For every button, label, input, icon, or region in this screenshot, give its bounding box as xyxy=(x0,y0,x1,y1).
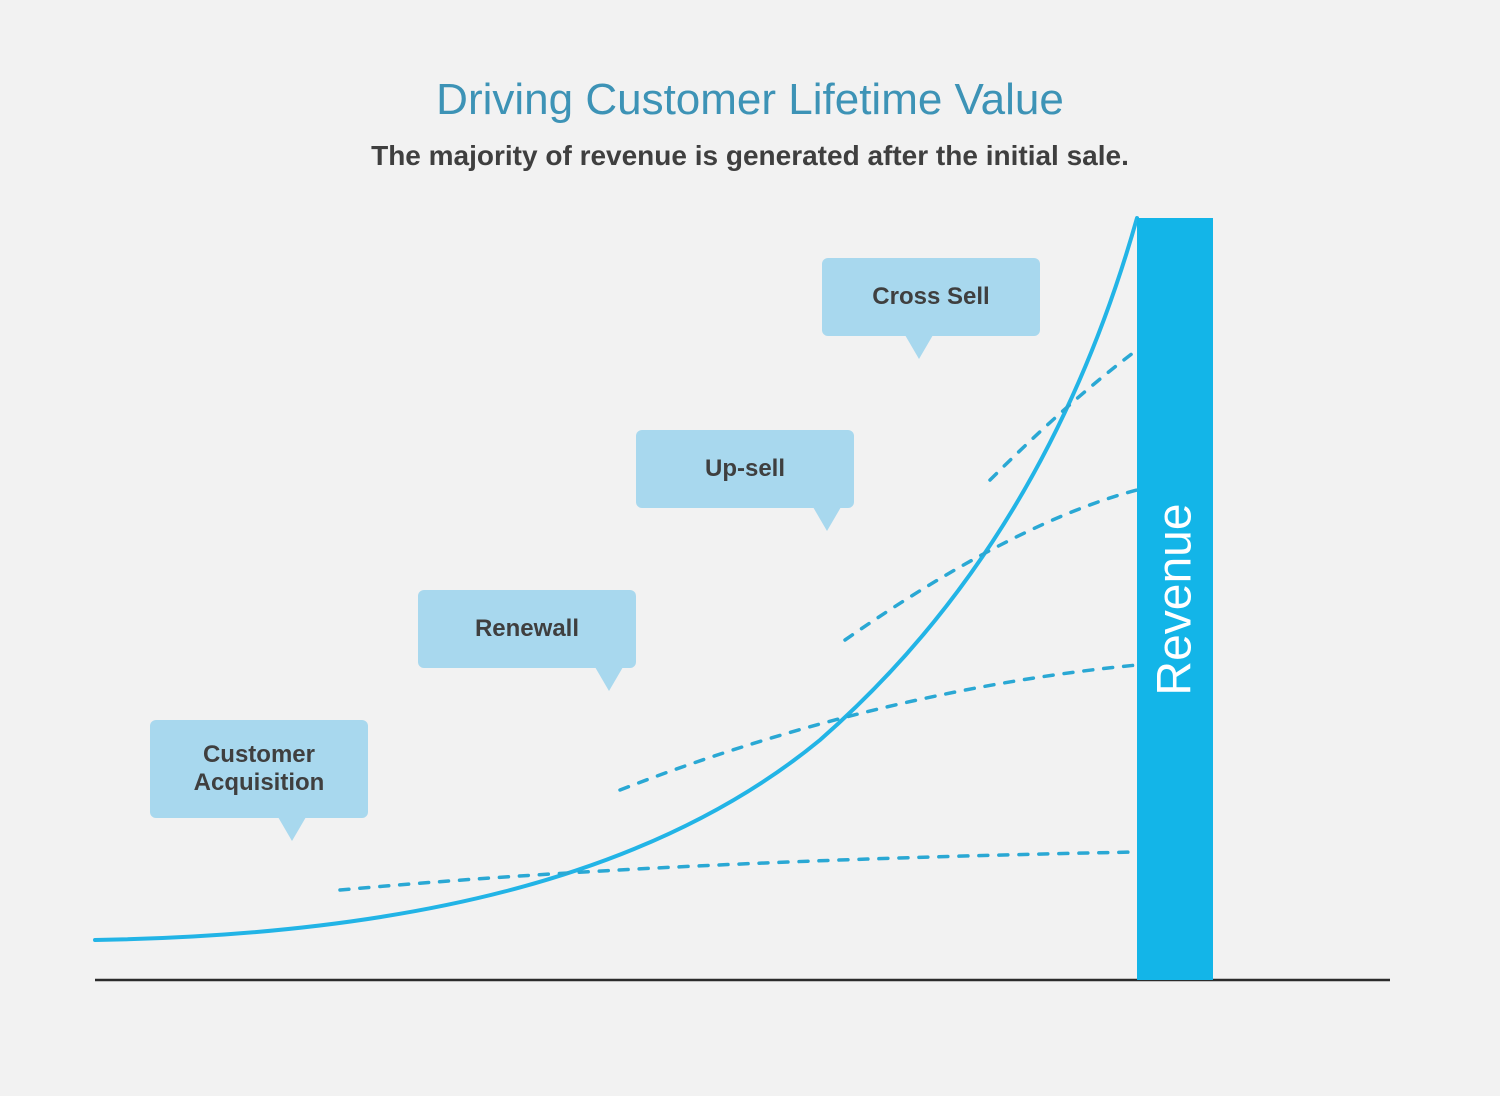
page-root: Driving Customer Lifetime Value The majo… xyxy=(0,0,1500,1096)
callout-customer-acquisition: Customer Acquisition xyxy=(150,720,368,818)
callout-tail-up-sell xyxy=(813,507,841,531)
chart-svg xyxy=(0,0,1500,1096)
dashed-curve-0 xyxy=(340,852,1137,890)
callout-tail-customer-acquisition xyxy=(278,817,306,841)
callout-label: Up-sell xyxy=(705,455,785,483)
revenue-bar-label: Revenue xyxy=(1148,503,1203,695)
callout-tail-cross-sell xyxy=(905,335,933,359)
callout-renewall: Renewall xyxy=(418,590,636,668)
revenue-bar: Revenue xyxy=(1137,218,1213,980)
callout-label: Renewall xyxy=(475,615,579,643)
callout-label: Cross Sell xyxy=(872,283,989,311)
callout-up-sell: Up-sell xyxy=(636,430,854,508)
dashed-curve-2 xyxy=(845,490,1137,640)
callout-label: Customer Acquisition xyxy=(194,741,325,796)
callout-tail-renewall xyxy=(595,667,623,691)
callout-cross-sell: Cross Sell xyxy=(822,258,1040,336)
